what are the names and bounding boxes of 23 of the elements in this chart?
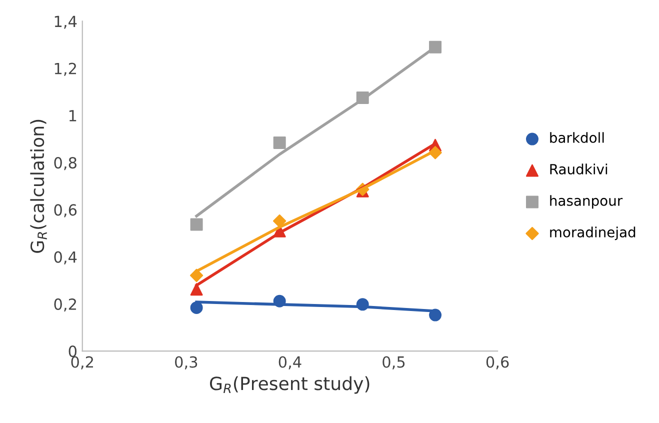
legend-label: Raudkivi xyxy=(550,164,608,174)
point xyxy=(272,214,286,228)
y-tick-label: 1,2 xyxy=(54,62,76,76)
point xyxy=(190,283,203,296)
x-tick-label: 0,6 xyxy=(486,356,509,370)
y-tick-label: 0 xyxy=(68,346,76,358)
y-tick-label: 0,2 xyxy=(54,298,76,312)
legend-label: barkdoll xyxy=(550,132,604,143)
y-tick-label: 0,4 xyxy=(54,251,77,264)
y-tick-label: 1,4 xyxy=(54,16,77,29)
point xyxy=(273,136,286,150)
point xyxy=(190,301,203,314)
legend-label: hasanpour xyxy=(550,195,623,209)
y-tick-label: 1 xyxy=(69,110,76,122)
x-axis-title: G$_{R}$(Present study) xyxy=(210,376,370,394)
y-tick-label: 0,8 xyxy=(54,157,76,170)
legend-label: moradinejad xyxy=(550,226,636,240)
y-axis-title: G$_{R}$(calculation) xyxy=(30,120,47,253)
point xyxy=(190,218,203,231)
y-tick-label: 0,6 xyxy=(54,204,77,218)
x-tick-label: 0,3 xyxy=(175,356,198,370)
x-tick-label: 0,5 xyxy=(382,356,405,370)
x-tick-label: 0,4 xyxy=(278,356,302,370)
